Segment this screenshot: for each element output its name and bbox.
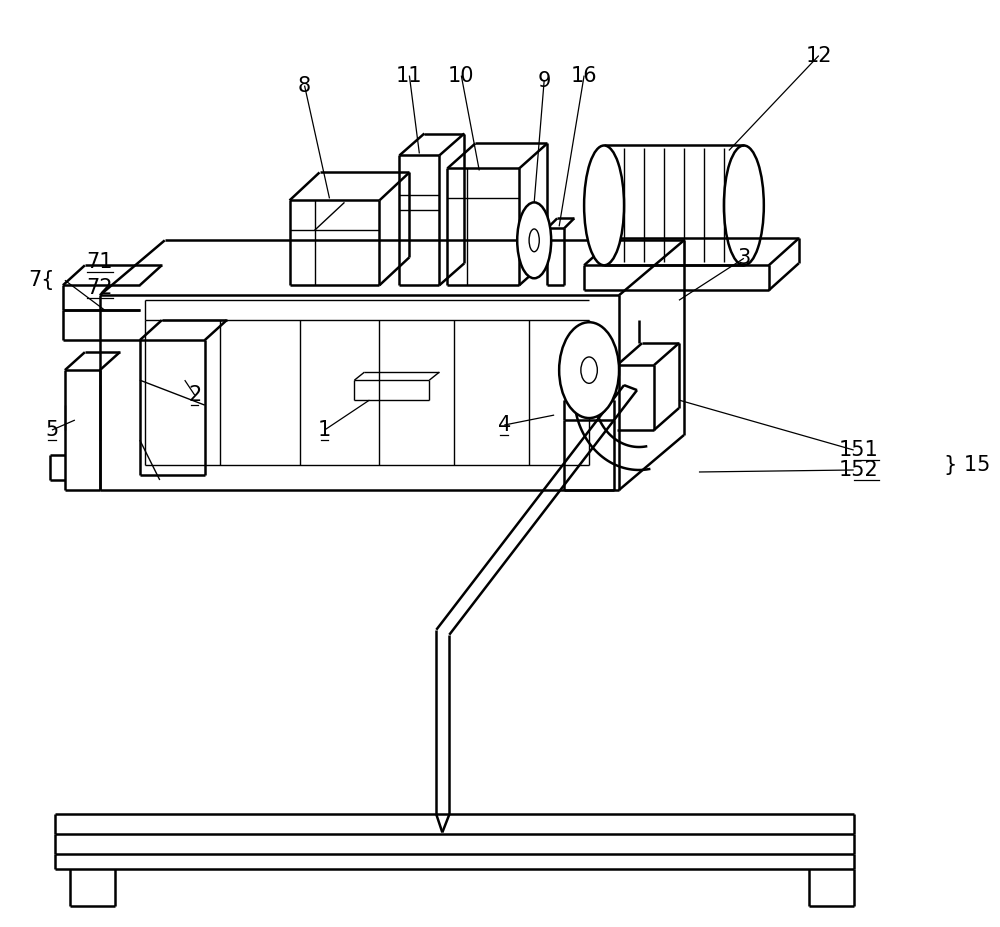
Text: 5: 5 [45,420,59,440]
Text: 9: 9 [537,70,551,91]
Text: 11: 11 [396,66,423,85]
Text: 71: 71 [87,252,113,273]
Ellipse shape [517,202,551,278]
Text: 152: 152 [839,460,879,480]
Ellipse shape [724,146,764,265]
Ellipse shape [559,323,619,418]
Text: 72: 72 [87,278,113,298]
Text: 1: 1 [318,420,331,440]
Text: 16: 16 [571,66,597,85]
Ellipse shape [529,229,539,252]
Text: 12: 12 [805,45,832,66]
Ellipse shape [581,357,597,384]
Text: 151: 151 [839,440,879,460]
Text: 4: 4 [498,415,511,435]
Text: 2: 2 [188,385,201,405]
Ellipse shape [584,146,624,265]
Text: 7{: 7{ [28,271,55,290]
Text: } 15: } 15 [944,455,990,475]
Text: 8: 8 [298,76,311,95]
Text: 3: 3 [737,248,750,268]
Text: 10: 10 [448,66,475,85]
